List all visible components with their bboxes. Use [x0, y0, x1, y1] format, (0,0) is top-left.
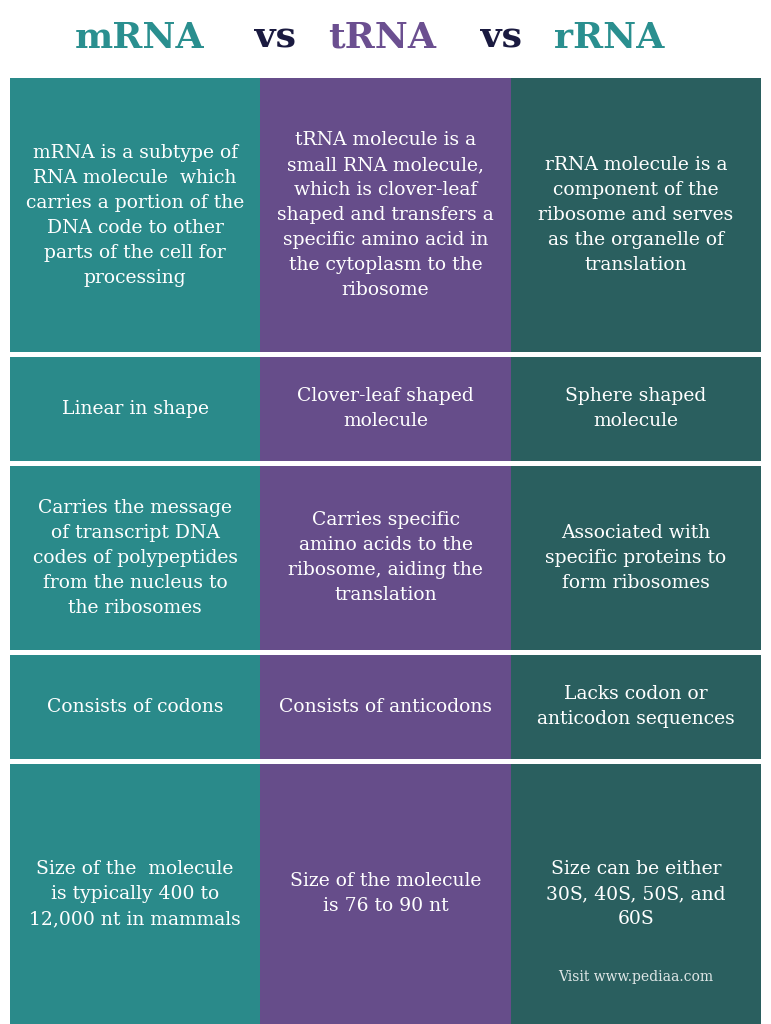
Text: Carries the message
of transcript DNA
codes of polypeptides
from the nucleus to
: Carries the message of transcript DNA co… — [32, 499, 237, 616]
Text: mRNA is a subtype of
RNA molecule  which
carries a portion of the
DNA code to ot: mRNA is a subtype of RNA molecule which … — [26, 143, 244, 287]
Text: Sphere shaped
molecule: Sphere shaped molecule — [565, 387, 706, 430]
Bar — [10, 357, 261, 461]
Text: rRNA molecule is a
component of the
ribosome and serves
as the organelle of
tran: rRNA molecule is a component of the ribo… — [538, 156, 733, 274]
Bar — [510, 78, 761, 352]
Bar — [10, 655, 261, 759]
Bar — [261, 78, 510, 352]
Bar — [10, 466, 261, 650]
Text: Associated with
specific proteins to
form ribosomes: Associated with specific proteins to for… — [545, 524, 726, 592]
Text: Size can be either
30S, 40S, 50S, and
60S: Size can be either 30S, 40S, 50S, and 60… — [546, 860, 726, 928]
Bar — [10, 764, 261, 1024]
Text: Size of the  molecule
is typically 400 to
12,000 nt in mammals: Size of the molecule is typically 400 to… — [29, 860, 241, 928]
Bar — [261, 655, 510, 759]
Text: Consists of codons: Consists of codons — [47, 698, 224, 716]
Bar — [261, 357, 510, 461]
Text: Size of the molecule
is 76 to 90 nt: Size of the molecule is 76 to 90 nt — [290, 872, 481, 915]
Bar — [510, 764, 761, 1024]
Bar — [510, 466, 761, 650]
Text: Lacks codon or
anticodon sequences: Lacks codon or anticodon sequences — [537, 685, 735, 728]
Text: rRNA: rRNA — [554, 22, 664, 55]
Bar — [261, 466, 510, 650]
Text: mRNA: mRNA — [75, 22, 204, 55]
Text: Clover-leaf shaped
molecule: Clover-leaf shaped molecule — [297, 387, 474, 430]
Text: vs: vs — [242, 22, 309, 55]
Text: Linear in shape: Linear in shape — [62, 400, 209, 418]
Text: Visit www.pediaa.com: Visit www.pediaa.com — [558, 970, 713, 984]
Text: tRNA molecule is a
small RNA molecule,
which is clover-leaf
shaped and transfers: tRNA molecule is a small RNA molecule, w… — [277, 131, 494, 299]
Text: tRNA: tRNA — [328, 22, 436, 55]
Text: Consists of anticodons: Consists of anticodons — [279, 698, 492, 716]
Text: Carries specific
amino acids to the
ribosome, aiding the
translation: Carries specific amino acids to the ribo… — [288, 511, 483, 604]
Bar — [510, 655, 761, 759]
Bar — [510, 357, 761, 461]
Bar — [10, 78, 261, 352]
Bar — [261, 764, 510, 1024]
Text: vs: vs — [467, 22, 534, 55]
